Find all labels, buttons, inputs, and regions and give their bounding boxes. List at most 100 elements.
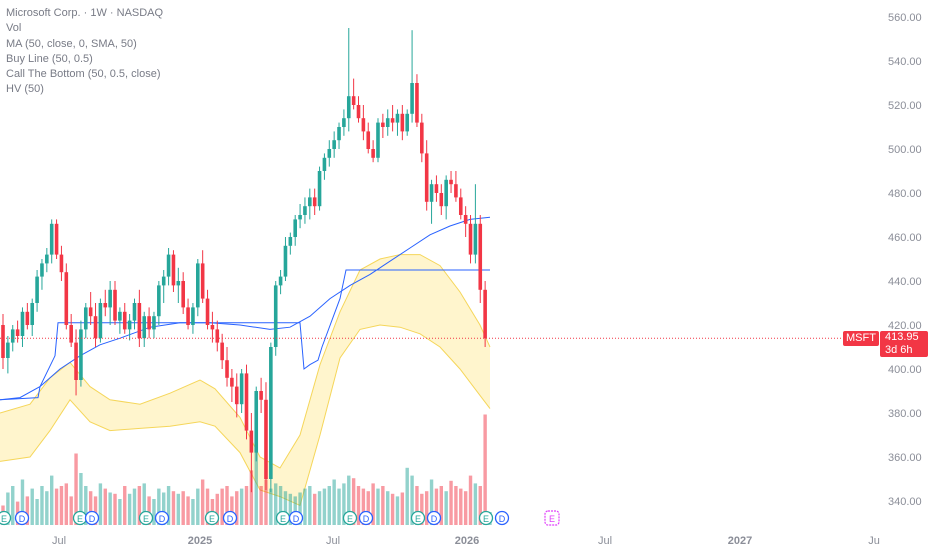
volume-bar (386, 491, 390, 525)
candle-body (273, 285, 278, 347)
volume-bar (64, 483, 69, 525)
legend-call-the-bottom[interactable]: Call The Bottom (50, 0.5, close) (6, 68, 161, 81)
candle-body (40, 263, 44, 277)
legend: Microsoft Corp. · 1W · NASDAQ Vol MA (50… (6, 6, 163, 98)
candle-body (244, 373, 249, 431)
candle-body (317, 171, 322, 207)
volume-bar (220, 488, 224, 525)
earnings-marker-label: E (77, 514, 83, 524)
candle-body (108, 289, 112, 308)
candle-body (249, 430, 254, 453)
volume-bar (449, 480, 453, 525)
dividend-marker-label: D (499, 514, 506, 524)
volume-bar (293, 496, 297, 525)
candle-body (366, 131, 371, 149)
candle-body (424, 153, 429, 202)
candle-body (20, 311, 25, 336)
candle-body (376, 122, 380, 158)
dividend-marker (494, 510, 510, 526)
bottom-band-fill (0, 254, 490, 506)
volume-bar (308, 486, 312, 525)
price-axis-tick: 500.00 (888, 144, 922, 156)
candle-body (322, 157, 327, 171)
candle-body (152, 316, 156, 330)
volume-bar (381, 486, 385, 525)
legend-vol[interactable]: Vol (6, 22, 22, 35)
price-axis-tick: 360.00 (888, 452, 922, 464)
candle-body (137, 303, 142, 339)
volume-bar (84, 486, 88, 525)
candle-body (25, 311, 30, 325)
volume-bar (424, 491, 429, 525)
buy-line (0, 269, 490, 401)
volume-bar (444, 491, 448, 525)
candle-body (415, 83, 419, 123)
candle-body (93, 316, 98, 339)
volume-bar (127, 493, 132, 525)
volume-bar (361, 488, 366, 525)
candle-body (49, 223, 54, 255)
volume-bar (113, 493, 117, 525)
legend-hv[interactable]: HV (50) (6, 83, 44, 96)
candle-body (264, 399, 268, 479)
candle-body (312, 197, 317, 207)
volume-bar (459, 488, 463, 525)
volume-bar (215, 493, 219, 525)
volume-bar (473, 483, 478, 525)
time-axis-tick: Jul (52, 535, 66, 547)
candle-body (230, 377, 234, 387)
volume-bar (162, 492, 166, 525)
legend-buy-line[interactable]: Buy Line (50, 0.5) (6, 52, 93, 65)
candle-body (171, 254, 176, 286)
earnings-marker (410, 510, 426, 526)
candle-body (54, 223, 59, 255)
time-axis-tick: 2025 (188, 535, 212, 547)
candle-body (298, 215, 302, 220)
symbol-badge: MSFT (843, 331, 879, 346)
volume-bar (25, 496, 30, 525)
candle-body (205, 298, 210, 325)
candle-body (215, 329, 220, 343)
candle-body (483, 289, 487, 339)
earnings-marker-label: E (1, 514, 7, 524)
dividend-marker (14, 510, 30, 526)
price-axis-tick: 440.00 (888, 276, 922, 288)
dividend-marker-label: D (293, 514, 300, 524)
time-axis-tick: Jul (598, 535, 612, 547)
candle-body (420, 122, 424, 154)
future-earnings-marker-label: E (549, 514, 555, 524)
volume-bar (337, 488, 341, 525)
volume-bar (390, 493, 395, 525)
candle-body (127, 320, 132, 330)
volume-bar (463, 491, 468, 525)
volume-bar (225, 486, 229, 525)
price-axis-tick: 480.00 (888, 188, 922, 200)
volume-bar (376, 488, 380, 525)
candle-body (220, 342, 224, 361)
dividend-marker (154, 510, 170, 526)
candle-body (64, 272, 69, 325)
candle-body (478, 223, 483, 290)
volume-bar (152, 499, 156, 525)
time-axis-tick: Ju (868, 535, 880, 547)
time-axis-tick: Jul (326, 535, 340, 547)
candle-body (1, 325, 5, 358)
dividend-marker-label: D (363, 514, 370, 524)
volume-bar (298, 492, 302, 525)
candle-body (288, 237, 293, 246)
volume-bar (410, 475, 414, 525)
volume-bar (45, 491, 49, 525)
price-axis-tick: 420.00 (888, 320, 922, 332)
candle-body (410, 83, 414, 114)
volume-bar (186, 496, 190, 525)
legend-ma[interactable]: MA (50, close, 0, SMA, 50) (6, 37, 137, 50)
volume-bar (274, 483, 278, 525)
candle-body (346, 96, 351, 119)
volume-bar (454, 486, 458, 525)
legend-title[interactable]: Microsoft Corp. · 1W · NASDAQ (6, 7, 164, 19)
candle-body (176, 281, 181, 286)
candle-body (10, 329, 15, 343)
volume-bar (283, 491, 288, 525)
volume-bar (6, 492, 10, 525)
